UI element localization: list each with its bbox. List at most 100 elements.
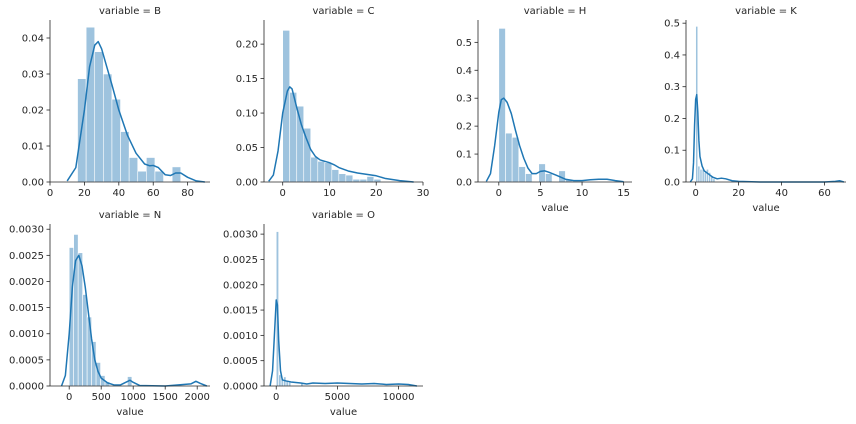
x-tick-label: 0 [692,188,698,199]
x-tick-label: 20 [732,188,745,199]
y-tick-label: 0.0025 [9,251,44,262]
hist-bar [699,168,703,183]
y-tick-label: 0.00 [22,178,44,189]
y-tick-label: 0.1 [456,150,472,161]
y-tick-label: 0.00 [236,178,258,189]
x-tick-label: 5000 [325,392,350,403]
y-tick-label: 0.2 [456,122,472,133]
x-tick-label: 60 [147,188,160,199]
y-tick-label: 0.20 [236,40,258,51]
hist-bar [77,252,83,387]
hist-bar [146,157,156,183]
hist-bar [137,170,147,183]
x-axis-label: value [116,407,143,418]
y-tick-label: 0.0000 [223,382,258,393]
facet-panel-5: 0 5000 10000 0.0000 0.0005 0.0010 0.0015 0.0020… [223,210,423,418]
y-tick-label: 0.0015 [223,306,258,317]
y-tick-label: 0.02 [22,106,44,117]
y-tick-label: 0.15 [236,74,258,85]
y-tick-label: 0.0020 [223,280,258,291]
y-tick-label: 0.0010 [9,329,44,340]
hist-bar [317,161,326,183]
x-tick-label: 0 [496,188,502,199]
kde-line [268,86,414,183]
y-tick-label: 0.0020 [9,277,44,288]
x-tick-label: 40 [775,188,788,199]
kde-line [485,97,624,183]
y-tick-label: 0.0030 [9,225,44,236]
hist-bar [120,131,130,183]
facet-panel-3: 0 20 40 60 0.0 0.1 0.2 0.3 0.4 0.5 variable = K val… [664,6,846,214]
x-tick-label: 1000 [120,392,145,403]
y-tick-label: 0.0005 [223,356,258,367]
x-tick-label: 2000 [184,392,209,403]
x-tick-label: 0 [66,392,72,403]
y-tick-label: 0.5 [456,38,472,49]
panel-title: variable = H [524,6,587,17]
facet-panel-1: 0 10 20 30 0.00 0.05 0.10 0.15 0.20 variable = C [236,6,430,199]
hist-bar [525,173,533,183]
y-tick-label: 0.0005 [9,355,44,366]
hist-bar [94,51,104,183]
y-tick-label: 0.0030 [223,230,258,241]
kde-line [66,40,205,183]
x-tick-label: 30 [417,188,430,199]
y-tick-label: 0.2 [664,114,680,125]
panel-title: variable = K [735,6,797,17]
y-tick-label: 0.0 [664,178,680,189]
panel-title: variable = B [99,6,161,17]
facet-panel-2: 0 5 10 15 0.0 0.1 0.2 0.3 0.4 0.5 variable = H valu… [456,6,632,214]
hist-bar [359,178,368,183]
hist-bar [703,172,707,183]
y-tick-label: 0.0010 [223,331,258,342]
x-tick-label: 0 [280,188,286,199]
panel-title: variable = C [312,6,374,17]
y-tick-label: 0.04 [22,34,44,45]
y-tick-label: 0.5 [664,19,680,30]
x-tick-label: 10000 [383,392,415,403]
hist-bar [310,156,319,183]
x-axis-label: value [541,203,568,214]
x-tick-label: 20 [78,188,91,199]
hist-bar [345,174,354,183]
y-tick-label: 0.0015 [9,303,44,314]
hist-bar [545,173,553,183]
x-tick-label: 40 [112,188,125,199]
hist-bar [338,173,347,183]
hist-bar [82,294,88,387]
y-tick-label: 0.03 [22,70,44,81]
y-tick-label: 0.0000 [9,382,44,393]
x-tick-label: 80 [181,188,194,199]
hist-bar [706,168,709,183]
hist-bar [331,169,340,183]
y-tick-label: 0.4 [456,66,472,77]
facet-panel-4: 0 500 1000 1500 2000 0.0000 0.0005 0.0010 0.0015… [9,210,210,418]
y-tick-label: 0.3 [664,82,680,93]
x-axis-label: value [752,203,779,214]
kde-line [689,93,845,183]
y-tick-label: 0.1 [664,146,680,157]
x-tick-label: 500 [92,392,111,403]
hist-bar [128,157,139,183]
y-tick-label: 0.0 [456,178,472,189]
y-tick-label: 0.10 [236,109,258,120]
y-tick-label: 0.0025 [223,255,258,266]
hist-bar [366,176,375,183]
hist-bar [712,178,716,183]
hist-bar [511,137,520,183]
x-tick-label: 10 [323,188,336,199]
panel-title: variable = O [312,210,375,221]
x-tick-label: 0 [47,188,53,199]
hist-bar [296,105,305,183]
hist-bar [505,132,513,183]
hist-bar [373,178,382,183]
x-tick-label: 1500 [152,392,177,403]
panel-title: variable = N [99,210,162,221]
hist-bar [103,73,113,183]
x-tick-label: 60 [818,188,831,199]
x-tick-label: 0 [273,392,279,403]
x-tick-label: 15 [617,188,630,199]
x-axis-label: value [330,407,357,418]
x-tick-label: 20 [370,188,383,199]
